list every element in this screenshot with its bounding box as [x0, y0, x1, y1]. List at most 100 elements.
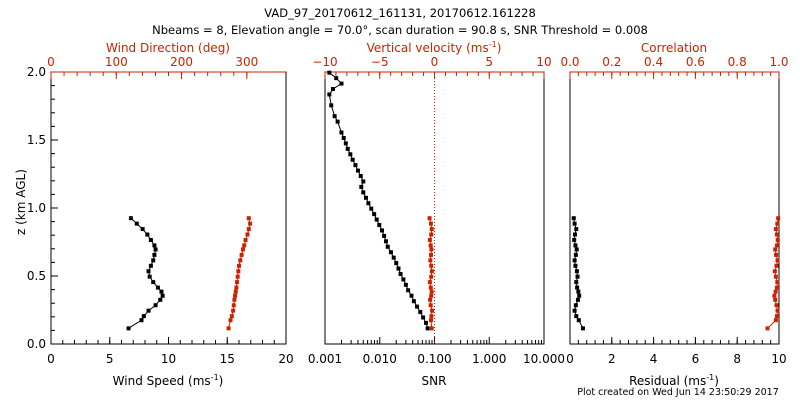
- data-point: [146, 308, 151, 313]
- data-point: [429, 293, 434, 298]
- x-tick-label-bottom: 10: [771, 352, 787, 366]
- x-tick-label-bottom: 4: [649, 352, 658, 366]
- data-point: [580, 326, 585, 331]
- data-point: [327, 70, 332, 75]
- data-point: [382, 233, 387, 238]
- data-point: [574, 269, 579, 274]
- data-point: [572, 237, 577, 242]
- x-tick-label-bottom: 0.010: [362, 352, 397, 366]
- data-point: [429, 252, 433, 257]
- data-point: [391, 255, 396, 260]
- x-tick-label-top: 1.0: [769, 55, 789, 69]
- data-point: [339, 81, 344, 86]
- data-point: [233, 293, 238, 298]
- data-point: [355, 168, 360, 173]
- data-point: [773, 297, 778, 302]
- data-point: [248, 221, 253, 226]
- data-point: [141, 314, 146, 319]
- data-point: [773, 289, 778, 294]
- data-point: [147, 274, 152, 279]
- x-tick-label-bottom: 20: [278, 352, 294, 366]
- x-tick-label-top: 0.2: [602, 55, 622, 69]
- data-point: [573, 252, 578, 257]
- p3-bl-a: Residual: [629, 374, 684, 388]
- data-point: [363, 195, 368, 200]
- x-tick-label-top: 100: [104, 55, 128, 69]
- x-tick-label-top: 200: [170, 55, 193, 69]
- data-point: [427, 280, 432, 285]
- data-point: [575, 297, 580, 302]
- data-point: [331, 87, 335, 91]
- data-point: [327, 92, 332, 97]
- data-point: [429, 263, 434, 268]
- data-point: [348, 152, 353, 157]
- p3-bl-c: -1: [706, 373, 715, 382]
- data-point: [773, 247, 778, 252]
- p1-bl-c: -1: [210, 373, 219, 382]
- data-point: [428, 221, 433, 226]
- data-point: [774, 263, 779, 268]
- data-point: [574, 280, 579, 285]
- data-point: [361, 179, 366, 184]
- data-point: [394, 261, 399, 266]
- x-tick-label-bottom: 8: [733, 352, 742, 366]
- data-point: [128, 216, 133, 221]
- series-line: [128, 217, 164, 329]
- data-point: [576, 318, 581, 323]
- y-tick-label: 2.0: [26, 65, 46, 79]
- x-tick-label-top: 0.8: [727, 55, 747, 69]
- data-point: [774, 232, 779, 237]
- data-point: [366, 201, 371, 206]
- data-point: [574, 227, 579, 232]
- data-point: [237, 263, 241, 268]
- p3-bl-b: (ms: [683, 374, 707, 388]
- panel-residual-bottom-axis-label: Residual (ms-1): [629, 373, 719, 388]
- p3-bl-d: ): [714, 374, 719, 388]
- data-point: [573, 263, 578, 268]
- footer-timestamp: Plot created on Wed Jun 14 23:50:29 2017: [577, 387, 779, 398]
- data-point: [246, 227, 251, 232]
- data-point: [418, 310, 423, 315]
- data-point: [332, 114, 337, 119]
- p1-bl-b: (ms: [188, 374, 211, 388]
- x-tick-label-top: −5: [370, 55, 389, 69]
- data-point: [577, 293, 582, 298]
- p1-bl-a: Wind Speed: [112, 374, 189, 388]
- data-point: [429, 326, 434, 331]
- data-point: [374, 217, 379, 222]
- data-point: [153, 247, 158, 252]
- data-point: [369, 206, 374, 211]
- data-point: [145, 232, 150, 237]
- data-point: [335, 119, 340, 124]
- data-point: [159, 289, 164, 294]
- data-point: [428, 303, 433, 308]
- data-point: [411, 299, 416, 304]
- x-tick-label-top: 5: [485, 55, 494, 69]
- data-point: [234, 285, 239, 290]
- data-point: [148, 237, 153, 242]
- data-point: [765, 326, 770, 331]
- data-point: [235, 274, 240, 279]
- panel-wind-top-axis-label: Wind Direction (deg): [106, 41, 230, 55]
- data-point: [429, 232, 434, 237]
- data-point: [574, 247, 579, 252]
- x-tick-label-bottom: 6: [691, 352, 700, 366]
- data-point: [388, 250, 393, 255]
- data-point: [231, 303, 236, 308]
- y-tick-label: 0.5: [26, 269, 46, 283]
- data-point: [575, 285, 580, 290]
- data-point: [429, 318, 433, 323]
- data-point: [773, 274, 778, 279]
- x-tick-label-bottom: 1.000: [472, 352, 507, 366]
- data-point: [229, 314, 234, 319]
- data-point: [358, 174, 363, 179]
- data-point: [341, 135, 346, 140]
- data-point: [776, 216, 781, 221]
- data-point: [772, 269, 777, 274]
- series-line: [767, 218, 779, 329]
- data-point: [343, 141, 348, 146]
- data-point: [573, 232, 578, 237]
- data-point: [139, 318, 144, 323]
